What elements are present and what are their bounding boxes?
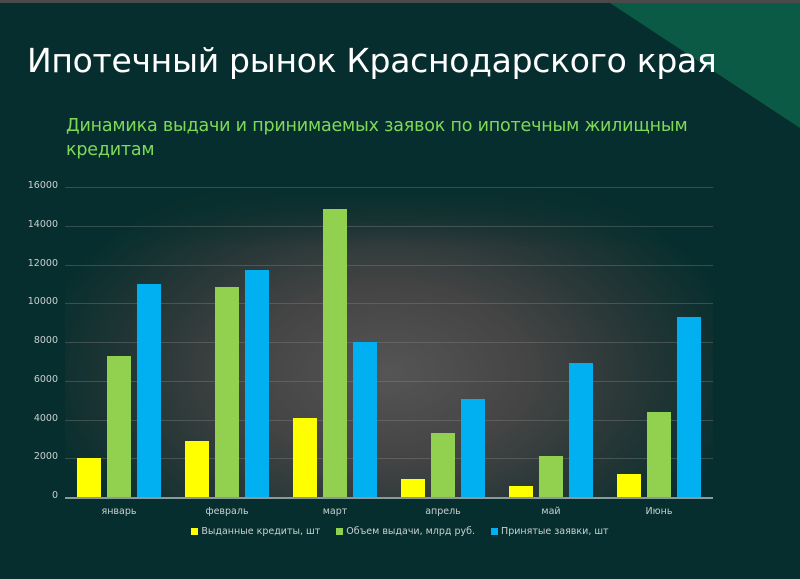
legend-swatch-icon (491, 528, 499, 535)
bar (401, 478, 425, 497)
gridline (65, 264, 713, 266)
gridline (65, 342, 713, 343)
bar (245, 269, 269, 497)
gridline (65, 458, 713, 460)
gridline (65, 187, 713, 188)
legend-item: Принятые заявки, шт (491, 526, 609, 537)
y-tick-label: 6000 (33, 373, 58, 385)
gridline (65, 303, 713, 305)
bar (107, 355, 131, 497)
x-tick-label: февраль (205, 506, 249, 517)
bar (185, 440, 209, 497)
plot-fade (65, 187, 713, 247)
y-tick-label: 4000 (33, 412, 58, 424)
bar (647, 412, 671, 497)
x-tick-label: январь (101, 506, 137, 517)
legend-label: Объем выдачи, млрд руб. (346, 526, 476, 537)
y-tick-label: 10000 (27, 296, 58, 308)
bar (353, 342, 377, 497)
legend-swatch-icon (191, 528, 199, 535)
x-tick-label: май (541, 506, 561, 517)
y-tick-label: 0 (51, 490, 58, 501)
bar (677, 317, 701, 497)
bar (323, 209, 347, 497)
legend-swatch-icon (336, 528, 344, 535)
gridline (65, 380, 713, 382)
bar (293, 417, 317, 497)
bar (215, 286, 239, 497)
bar (137, 283, 161, 497)
bar (617, 473, 641, 497)
x-tick-label: апрель (425, 506, 461, 517)
top-strip (0, 0, 800, 3)
legend: Выданные кредиты, шт Объем выдачи, млрд р… (0, 526, 800, 537)
gridline (65, 419, 713, 421)
x-tick-label: март (322, 506, 348, 517)
bar (569, 362, 593, 497)
bar (77, 458, 101, 497)
legend-label: Выданные кредиты, шт (201, 526, 321, 537)
gridline (65, 225, 713, 227)
y-tick-label: 16000 (27, 180, 58, 191)
bar (539, 455, 563, 497)
bar (461, 398, 485, 497)
slide-title: Ипотечный рынок Краснодарского края (27, 41, 717, 80)
y-tick-label: 2000 (33, 451, 58, 463)
legend-item: Объем выдачи, млрд руб. (336, 526, 475, 537)
y-tick-label: 8000 (33, 335, 58, 346)
chart-subtitle: Динамика выдачи и принимаемых заявок по … (66, 116, 688, 160)
legend-item: Выданные кредиты, шт (191, 526, 320, 537)
x-axis-line (65, 497, 713, 499)
bar (431, 433, 455, 497)
y-tick-label: 14000 (27, 218, 58, 230)
y-tick-label: 12000 (27, 257, 58, 269)
corner-accent (610, 3, 800, 128)
legend-label: Принятые заявки, шт (501, 526, 609, 537)
bar (509, 485, 533, 497)
x-tick-label: Июнь (645, 506, 673, 517)
